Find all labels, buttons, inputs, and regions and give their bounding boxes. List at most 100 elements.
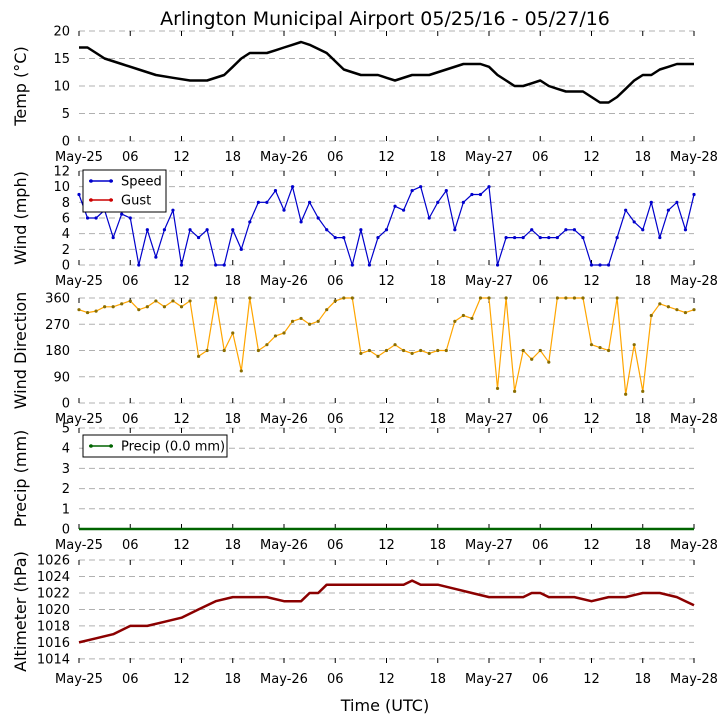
wind-data-point [436, 200, 440, 204]
altimeter-y-tick-label: 1020 [37, 603, 70, 618]
altimeter-x-tick-label: May-26 [260, 672, 308, 687]
altimeter-y-tick-label: 1016 [37, 636, 70, 651]
temp-x-tick-label: 18 [224, 150, 241, 165]
precip-x-tick-label: 18 [429, 538, 446, 553]
direction-data-point [470, 316, 474, 321]
altimeter-x-tick-label: 06 [532, 672, 549, 687]
direction-data-point [145, 305, 149, 309]
x-axis-title: Time (UTC) [340, 696, 429, 715]
direction-panel: 0 90 180 270 360 May-25 06 12 18 May-26 06 12 18 May-… [11, 292, 718, 428]
wind-data-point [589, 263, 594, 267]
wind-data-point [325, 228, 329, 232]
direction-y-tick-label: 270 [45, 318, 70, 333]
altimeter-x-tick-label: 12 [173, 672, 190, 687]
altimeter-series-line [78, 579, 695, 644]
wind-y-tick-label: 6 [62, 212, 70, 227]
wind-x-tick-label: 06 [532, 274, 549, 289]
wind-data-point [162, 228, 167, 232]
wind-data-point [513, 235, 517, 240]
wind-data-point [239, 247, 243, 251]
direction-y-tick-label: 0 [62, 397, 70, 412]
wind-data-point [453, 228, 457, 232]
precip-y-tick-label: 1 [62, 502, 70, 517]
temp-y-tick-label: 5 [62, 107, 70, 122]
wind-legend: Speed Gust [82, 169, 167, 213]
wind-legend-marker [89, 198, 93, 202]
direction-data-point [666, 305, 670, 309]
wind-data-point [461, 200, 465, 204]
direction-data-point [367, 348, 372, 353]
wind-x-tick-label: 06 [122, 274, 139, 289]
precip-legend-box [82, 434, 228, 458]
precip-x-tick-label: 12 [583, 538, 600, 553]
wind-x-tick-label: May-25 [55, 274, 103, 289]
direction-x-tick-label: May-28 [670, 412, 718, 427]
direction-data-point [94, 309, 98, 313]
wind-data-point [171, 208, 175, 212]
temp-y-tick-label: 15 [53, 52, 70, 67]
wind-y-tick-label: 12 [53, 165, 70, 180]
direction-data-point [350, 296, 354, 300]
direction-data-point [598, 345, 602, 350]
wind-legend-label: Gust [121, 194, 151, 209]
direction-x-tick-label: 18 [429, 412, 446, 427]
direction-x-tick-label: 06 [327, 412, 344, 427]
direction-data-point [419, 348, 423, 353]
direction-data-point [504, 296, 508, 300]
wind-data-point [384, 228, 389, 232]
wind-data-point [179, 263, 184, 267]
precip-y-tick-label: 4 [62, 442, 70, 457]
direction-data-point [675, 308, 679, 312]
direction-x-tick-label: 12 [173, 412, 190, 427]
wind-y-tick-label: 4 [62, 227, 70, 242]
direction-data-point [461, 313, 465, 318]
temp-x-tick-label: 12 [583, 150, 600, 165]
wind-data-point [555, 235, 559, 240]
temp-y-tick-label: 0 [62, 135, 70, 150]
precip-x-tick-label: 18 [634, 538, 651, 553]
direction-data-point [333, 299, 337, 303]
direction-data-point [239, 369, 243, 373]
wind-data-point [94, 216, 98, 220]
temp-x-tick-label: May-25 [55, 150, 103, 165]
wind-y-axis-title: Wind (mph) [11, 171, 30, 265]
precip-x-tick-label: 18 [224, 538, 241, 553]
wind-data-point [231, 228, 235, 232]
direction-x-tick-label: 18 [634, 412, 651, 427]
altimeter-x-tick-label: 18 [429, 672, 446, 687]
direction-data-point [658, 302, 662, 306]
wind-data-point [350, 263, 354, 267]
wind-legend-marker [109, 179, 113, 183]
temp-x-tick-label: May-28 [670, 150, 718, 165]
temp-x-tick-label: 12 [378, 150, 395, 165]
direction-data-point [453, 319, 457, 323]
direction-data-point [513, 389, 517, 393]
direction-data-point [692, 308, 696, 312]
precip-x-tick-label: May-25 [55, 538, 103, 553]
direction-data-point [572, 296, 577, 300]
direction-data-point [641, 389, 645, 393]
direction-data-point [273, 334, 278, 338]
wind-data-point [77, 192, 81, 197]
altimeter-x-tick-label: May-27 [465, 672, 513, 687]
wind-data-point [615, 235, 619, 240]
wind-legend-label: Speed [121, 175, 162, 190]
temp-y-axis-title: Temp (°C) [11, 46, 30, 126]
direction-data-point [325, 308, 329, 312]
wind-data-point [530, 228, 534, 232]
wind-data-point [248, 220, 252, 224]
precip-x-tick-label: 06 [122, 538, 139, 553]
precip-x-tick-label: May-28 [670, 538, 718, 553]
wind-data-point [120, 212, 124, 216]
wind-data-point [128, 216, 132, 220]
wind-y-tick-label: 2 [62, 243, 70, 258]
direction-data-point [265, 343, 269, 347]
wind-data-point [316, 216, 320, 220]
direction-data-point [137, 308, 141, 312]
direction-data-point [478, 296, 483, 300]
altimeter-x-tick-label: 06 [327, 672, 344, 687]
direction-data-point [290, 319, 295, 323]
altimeter-y-axis-title: Altimeter (hPa) [11, 551, 30, 672]
